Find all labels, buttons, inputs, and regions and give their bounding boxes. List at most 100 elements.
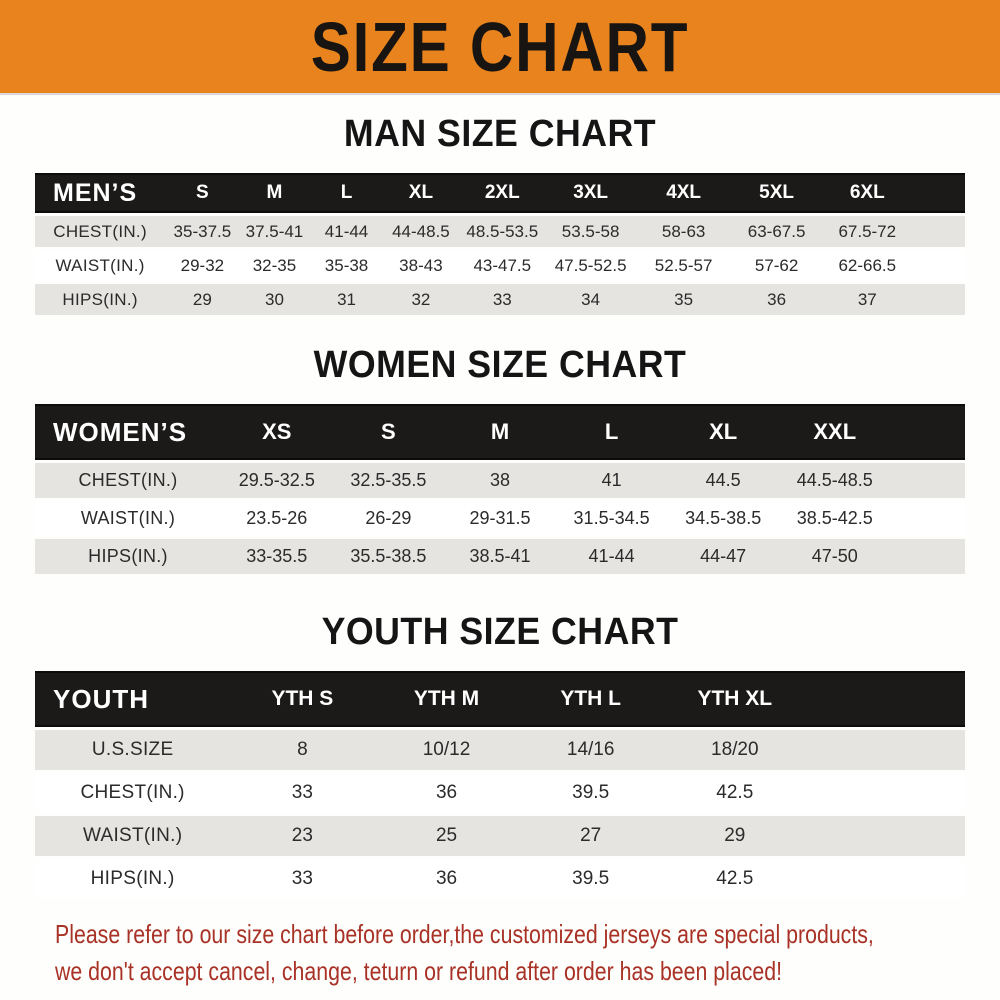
size-value-cell: 36 <box>374 773 519 813</box>
youth-hips-row: HIPS(IN.) 33 36 39.5 42.5 <box>35 859 965 899</box>
measurement-row-label: WAIST(IN.) <box>35 816 231 856</box>
size-column-header: XXL <box>778 404 891 460</box>
size-value-cell: 44-47 <box>667 539 779 574</box>
size-value-cell: 47.5-52.5 <box>546 250 635 281</box>
youth-waist-row: WAIST(IN.) 23 25 27 29 <box>35 816 965 856</box>
size-value-cell: 47-50 <box>778 539 891 574</box>
size-value-cell: 31 <box>309 284 384 315</box>
size-value-cell: 32-35 <box>239 250 310 281</box>
disclaimer-line-2: we don't accept cancel, change, teturn o… <box>55 955 783 986</box>
size-value-cell: 29 <box>662 816 807 856</box>
size-value-cell: 14/16 <box>518 730 663 770</box>
size-value-cell: 34.5-38.5 <box>667 501 779 536</box>
youth-size-chart-heading: YOUTH SIZE CHART <box>321 611 679 653</box>
size-value-cell: 33-35.5 <box>221 539 333 574</box>
women-size-chart-heading: WOMEN SIZE CHART <box>313 344 687 386</box>
size-column-header: XL <box>667 404 779 460</box>
size-value-cell: 37.5-41 <box>239 216 310 247</box>
size-value-cell: 23 <box>230 816 375 856</box>
women-header-row: WOMEN’S XS S M L XL XXL <box>35 404 965 460</box>
measurement-row-label: WAIST(IN.) <box>35 501 221 536</box>
women-chest-row: CHEST(IN.) 29.5-32.5 32.5-35.5 38 41 44.… <box>35 463 965 498</box>
measurement-row-label: CHEST(IN.) <box>35 216 166 247</box>
size-value-cell: 33 <box>230 773 375 813</box>
size-value-cell: 18/20 <box>662 730 807 770</box>
youth-ussize-row: U.S.SIZE 8 10/12 14/16 18/20 <box>35 730 965 770</box>
youth-header-row: YOUTH YTH S YTH M YTH L YTH XL <box>35 671 965 727</box>
size-value-cell: 38.5-42.5 <box>778 501 891 536</box>
women-size-table: WOMEN’S XS S M L XL XXL CHEST(IN.) 29.5-… <box>35 401 965 577</box>
man-size-chart-section: MAN SIZE CHART MEN’S S M L XL 2XL 3XL 4X… <box>0 113 1000 318</box>
size-column-header: YTH S <box>230 671 375 727</box>
size-value-cell: 29 <box>165 284 240 315</box>
size-value-cell: 32.5-35.5 <box>332 463 445 498</box>
size-value-cell: 42.5 <box>662 773 807 813</box>
table-filler-cell <box>806 773 965 813</box>
size-column-header: 3XL <box>546 173 635 213</box>
man-size-chart-heading: MAN SIZE CHART <box>343 113 657 155</box>
size-column-header: L <box>555 404 668 460</box>
size-value-cell: 41-44 <box>555 539 668 574</box>
size-value-cell: 38-43 <box>383 250 459 281</box>
banner-title: SIZE CHART <box>310 7 690 86</box>
size-value-cell: 8 <box>230 730 375 770</box>
table-filler-cell <box>806 859 965 899</box>
table-filler-cell <box>806 816 965 856</box>
measurement-row-label: HIPS(IN.) <box>35 859 231 899</box>
size-value-cell: 38.5-41 <box>444 539 556 574</box>
measurement-row-label: WAIST(IN.) <box>35 250 166 281</box>
size-column-header: M <box>239 173 310 213</box>
size-value-cell: 31.5-34.5 <box>555 501 668 536</box>
women-hips-row: HIPS(IN.) 33-35.5 35.5-38.5 38.5-41 41-4… <box>35 539 965 574</box>
size-value-cell: 41-44 <box>309 216 384 247</box>
size-value-cell: 39.5 <box>518 773 663 813</box>
size-value-cell: 36 <box>374 859 519 899</box>
size-column-header: M <box>444 404 556 460</box>
size-column-header: 4XL <box>634 173 733 213</box>
size-value-cell: 34 <box>546 284 635 315</box>
table-filler-cell <box>890 501 965 536</box>
size-value-cell: 30 <box>239 284 310 315</box>
size-value-cell: 38 <box>444 463 556 498</box>
size-value-cell: 44.5-48.5 <box>778 463 891 498</box>
size-column-header: L <box>309 173 384 213</box>
size-value-cell: 48.5-53.5 <box>458 216 547 247</box>
size-value-cell: 62-66.5 <box>820 250 914 281</box>
size-column-header: 6XL <box>820 173 914 213</box>
size-value-cell: 37 <box>820 284 914 315</box>
size-chart-banner: SIZE CHART <box>0 0 1000 95</box>
size-column-header: 2XL <box>458 173 547 213</box>
size-value-cell: 26-29 <box>332 501 445 536</box>
measurement-row-label: CHEST(IN.) <box>35 773 231 813</box>
men-hips-row: HIPS(IN.) 29 30 31 32 33 34 35 36 37 <box>35 284 965 315</box>
size-value-cell: 29.5-32.5 <box>221 463 333 498</box>
size-value-cell: 42.5 <box>662 859 807 899</box>
men-chest-row: CHEST(IN.) 35-37.5 37.5-41 41-44 44-48.5… <box>35 216 965 247</box>
size-value-cell: 58-63 <box>634 216 733 247</box>
table-corner-label: WOMEN’S <box>35 404 221 460</box>
size-column-header: S <box>332 404 445 460</box>
size-value-cell: 27 <box>518 816 663 856</box>
table-filler-cell <box>890 463 965 498</box>
size-column-header: YTH XL <box>662 671 807 727</box>
size-value-cell: 67.5-72 <box>820 216 914 247</box>
table-filler-cell <box>806 730 965 770</box>
size-column-header: XL <box>383 173 459 213</box>
table-filler-cell <box>913 284 965 315</box>
size-value-cell: 39.5 <box>518 859 663 899</box>
size-value-cell: 35-38 <box>309 250 384 281</box>
table-filler-cell <box>890 539 965 574</box>
table-filler-cell <box>913 250 965 281</box>
table-corner-label: YOUTH <box>35 671 231 727</box>
size-value-cell: 44-48.5 <box>383 216 459 247</box>
size-value-cell: 29-32 <box>165 250 240 281</box>
table-filler-cell <box>913 173 965 213</box>
measurement-row-label: U.S.SIZE <box>35 730 231 770</box>
size-value-cell: 53.5-58 <box>546 216 635 247</box>
women-waist-row: WAIST(IN.) 23.5-26 26-29 29-31.5 31.5-34… <box>35 501 965 536</box>
size-value-cell: 43-47.5 <box>458 250 547 281</box>
size-value-cell: 35 <box>634 284 733 315</box>
size-column-header: YTH M <box>374 671 519 727</box>
size-column-header: S <box>165 173 240 213</box>
size-value-cell: 63-67.5 <box>732 216 821 247</box>
